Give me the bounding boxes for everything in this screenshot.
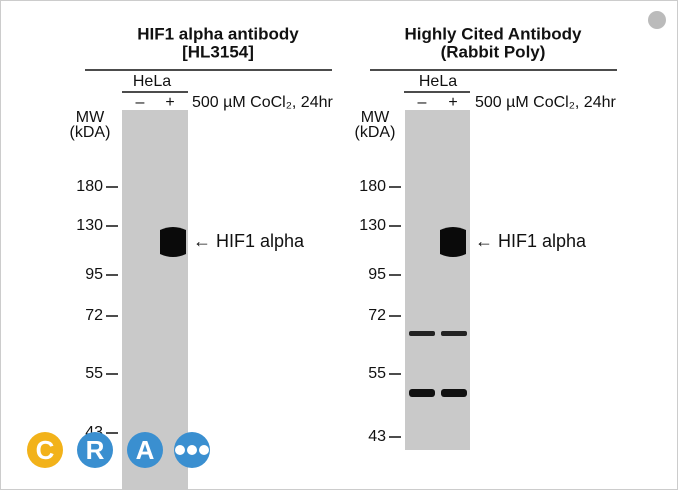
band-label: ← HIF1 alpha (475, 231, 587, 251)
cell-line: HeLa (133, 73, 171, 90)
band-label: ← HIF1 alpha (193, 231, 305, 251)
corner-icon[interactable] (648, 11, 666, 29)
marker: 95 (368, 266, 386, 283)
panel-title: (Rabbit Poly) (441, 42, 546, 61)
mw-label: (kDA) (70, 124, 111, 141)
band-hif1 (160, 227, 186, 257)
panel-title: [HL3154] (182, 42, 254, 61)
band (441, 331, 467, 336)
marker: 72 (368, 307, 386, 324)
marker: 180 (76, 178, 103, 195)
lane-label: + (165, 94, 174, 111)
lane-label: + (448, 94, 457, 111)
gel-lane (405, 110, 470, 450)
band (441, 389, 467, 397)
band (409, 331, 435, 336)
marker: 130 (76, 217, 103, 234)
logo-letter: R (86, 435, 105, 465)
lane-label: – (136, 94, 145, 111)
marker: 43 (368, 428, 386, 445)
cell-line: HeLa (419, 73, 457, 90)
marker: 72 (85, 307, 103, 324)
logo-dot (187, 445, 197, 455)
marker: 130 (359, 217, 386, 234)
logo-dot (175, 445, 185, 455)
panel-title: Highly Cited Antibody (405, 24, 582, 43)
logo-circle (127, 432, 163, 468)
lane-label: – (418, 94, 427, 111)
treatment: 500 µM CoCl₂, 24hr (192, 94, 333, 111)
logo-dot (199, 445, 209, 455)
treatment: 500 µM CoCl₂, 24hr (475, 94, 616, 111)
logo-circle (77, 432, 113, 468)
mw-label: MW (76, 109, 105, 126)
band (409, 389, 435, 397)
marker: 180 (359, 178, 386, 195)
marker: 55 (368, 365, 386, 382)
logo-circle (27, 432, 63, 468)
logo-letter: C (36, 435, 55, 465)
panel-title: HIF1 alpha antibody (137, 24, 299, 43)
marker: 95 (85, 266, 103, 283)
gel-lane (122, 110, 188, 490)
logo-letter: A (136, 435, 155, 465)
band-hif1 (440, 227, 466, 257)
marker: 55 (85, 365, 103, 382)
mw-label: (kDA) (355, 124, 396, 141)
mw-label: MW (361, 109, 390, 126)
